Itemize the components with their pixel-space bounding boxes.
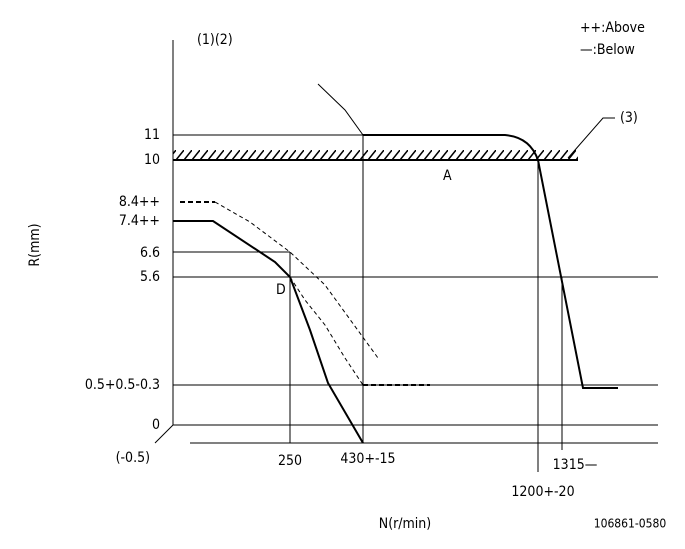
legend: —:Below — [580, 42, 635, 58]
curve — [173, 220, 364, 444]
header-label: (1)(2) — [197, 32, 233, 48]
curve — [214, 201, 379, 359]
x-label: 1315— — [553, 457, 598, 473]
drawing-code: 106861-0580 — [594, 517, 667, 531]
curve — [317, 83, 364, 136]
curve — [363, 134, 618, 389]
curve — [289, 276, 364, 386]
y-label: 5.6 — [140, 269, 160, 285]
y-label: 6.6 — [140, 245, 160, 261]
marker: D — [276, 282, 286, 298]
legend: ++:Above — [580, 20, 645, 36]
y-label: 0.5+0.5-0.3 — [85, 377, 160, 393]
x-title: N(r/min) — [379, 516, 431, 532]
y-label: 10 — [144, 152, 160, 168]
y-label: 8.4++ — [119, 194, 160, 210]
y-label: (-0.5) — [116, 450, 150, 466]
leader — [567, 117, 615, 159]
x-label: 250 — [278, 453, 302, 469]
y-label: 0 — [152, 417, 160, 433]
y-label: 11 — [144, 127, 160, 143]
stopper-hatch — [173, 150, 578, 160]
note: (3) — [620, 110, 638, 126]
x-label: 1200+-20 — [511, 484, 574, 500]
marker: A — [443, 168, 452, 184]
y-label: 7.4++ — [119, 213, 160, 229]
x-label: 430+-15 — [340, 451, 395, 467]
y-title: R(mm) — [27, 223, 43, 266]
grid — [154, 40, 658, 472]
